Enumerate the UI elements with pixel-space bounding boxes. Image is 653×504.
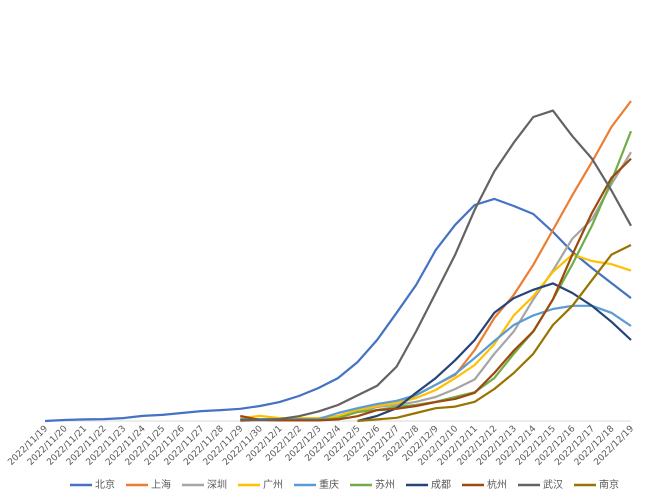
series-line <box>44 197 632 423</box>
legend-label: 重庆 <box>319 478 339 491</box>
legend-label: 成都 <box>431 479 451 491</box>
legend-label: 北京 <box>95 478 115 491</box>
series-line <box>240 100 632 423</box>
series-line <box>240 253 632 420</box>
series-line <box>357 244 632 423</box>
legend-label: 武汉 <box>543 478 563 491</box>
series-line <box>357 282 632 423</box>
legend-label: 广州 <box>263 479 283 491</box>
series-line <box>240 157 632 422</box>
legend-label: 上海 <box>151 478 171 491</box>
legend-label: 深圳 <box>207 479 227 491</box>
legend-label: 苏州 <box>375 478 395 491</box>
legend-label: 杭州 <box>487 478 507 491</box>
legend-label: 南京 <box>599 478 619 491</box>
series-line <box>240 109 632 422</box>
